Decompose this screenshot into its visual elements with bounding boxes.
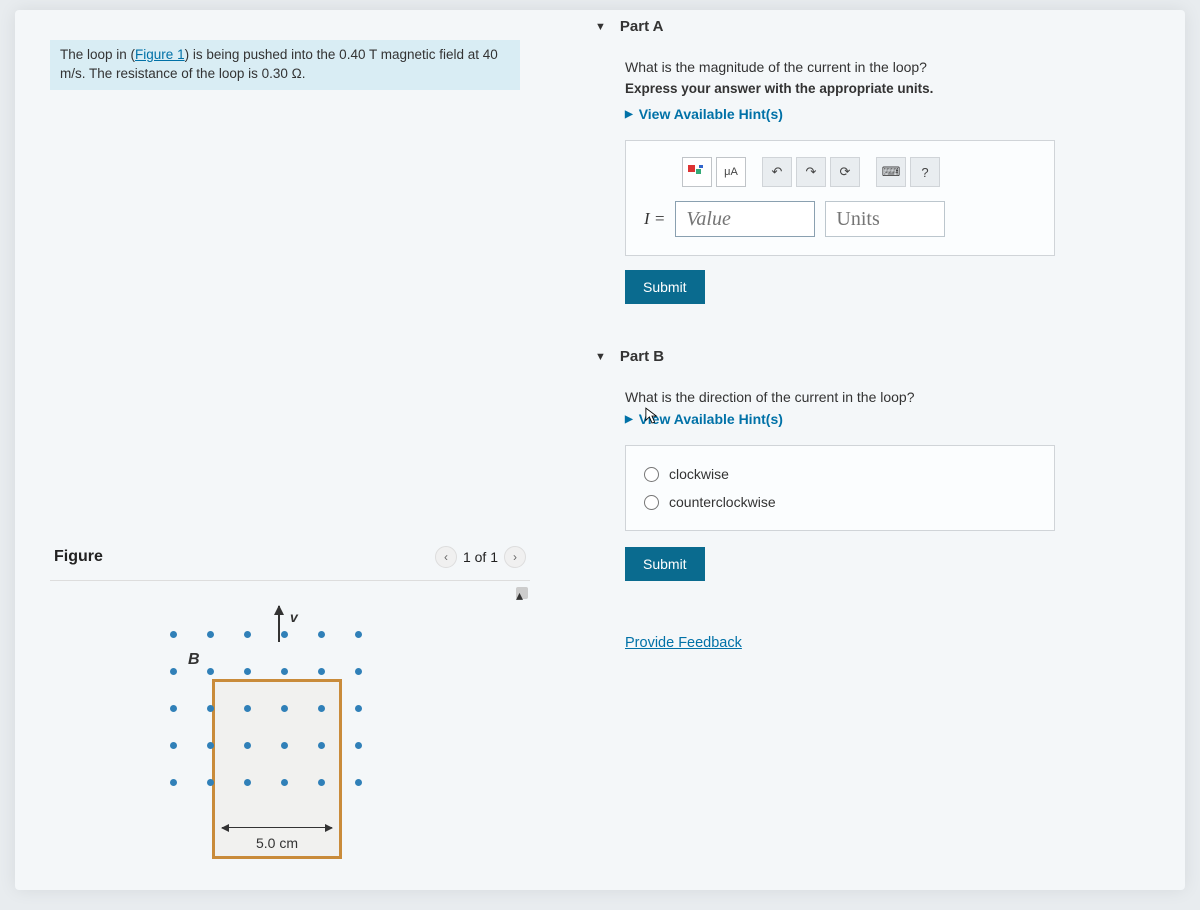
- option-counterclockwise-label: counterclockwise: [669, 494, 776, 510]
- equation-label: I =: [644, 209, 665, 229]
- figure-diagram: B v 5.0 cm: [170, 601, 450, 881]
- field-dot: [244, 631, 251, 638]
- help-button[interactable]: ?: [910, 157, 940, 187]
- subscript-button[interactable]: μA: [716, 157, 746, 187]
- radio-clockwise[interactable]: [644, 467, 659, 482]
- part-b-submit-button[interactable]: Submit: [625, 547, 705, 581]
- scroll-up-icon[interactable]: ▴: [516, 587, 528, 599]
- part-a-submit-button[interactable]: Submit: [625, 270, 705, 304]
- templates-button[interactable]: [682, 157, 712, 187]
- part-a-answer-box: μA ↶ ↷ ⟳ ⌨ ? I =: [625, 140, 1055, 256]
- field-dot: [318, 742, 325, 749]
- part-b-hints-link[interactable]: ▶ View Available Hint(s): [625, 411, 1135, 427]
- field-dot: [355, 705, 362, 712]
- field-dot: [244, 779, 251, 786]
- reset-button[interactable]: ⟳: [830, 157, 860, 187]
- units-input[interactable]: [825, 201, 945, 237]
- prompt-prefix: The loop in (: [60, 47, 135, 62]
- part-a-title: Part A: [620, 18, 664, 35]
- part-a-hints-link[interactable]: ▶ View Available Hint(s): [625, 106, 1135, 122]
- field-dot: [207, 668, 214, 675]
- part-b-question: What is the direction of the current in …: [625, 389, 1135, 405]
- chevron-right-icon: ▶: [625, 414, 633, 425]
- figure-panel: Figure ‹ 1 of 1 › ▴ B v 5.0 cm: [50, 540, 530, 880]
- option-clockwise-label: clockwise: [669, 466, 729, 482]
- field-dot: [170, 668, 177, 675]
- field-dot: [207, 742, 214, 749]
- keyboard-button[interactable]: ⌨: [876, 157, 906, 187]
- part-a-instruction: Express your answer with the appropriate…: [625, 81, 1135, 96]
- field-dot: [318, 631, 325, 638]
- field-dot: [281, 742, 288, 749]
- part-b-hints-label: View Available Hint(s): [639, 411, 783, 427]
- field-dot: [355, 631, 362, 638]
- figure-next-button[interactable]: ›: [504, 546, 526, 568]
- provide-feedback-link[interactable]: Provide Feedback: [625, 635, 742, 651]
- field-dot: [170, 705, 177, 712]
- field-dot: [281, 779, 288, 786]
- dimension-label: 5.0 cm: [256, 835, 298, 851]
- dimension-line: [222, 827, 332, 828]
- velocity-arrow-icon: [278, 606, 280, 642]
- option-counterclockwise[interactable]: counterclockwise: [644, 488, 1036, 516]
- option-clockwise[interactable]: clockwise: [644, 460, 1036, 488]
- field-dot: [244, 668, 251, 675]
- field-dot: [355, 742, 362, 749]
- field-dot: [170, 779, 177, 786]
- chevron-right-icon: ▶: [625, 109, 633, 120]
- field-dot: [281, 705, 288, 712]
- part-a-collapse-icon[interactable]: ▼: [595, 21, 606, 33]
- field-dot: [170, 631, 177, 638]
- field-dot: [207, 705, 214, 712]
- part-b-options: clockwise counterclockwise: [625, 445, 1055, 531]
- part-a-question: What is the magnitude of the current in …: [625, 59, 1135, 75]
- field-dot: [318, 779, 325, 786]
- figure-link[interactable]: Figure 1: [135, 47, 185, 62]
- problem-prompt: The loop in (Figure 1) is being pushed i…: [50, 40, 520, 90]
- undo-button[interactable]: ↶: [762, 157, 792, 187]
- part-a-hints-label: View Available Hint(s): [639, 106, 783, 122]
- figure-nav-label: 1 of 1: [463, 549, 498, 565]
- field-dot: [318, 668, 325, 675]
- radio-counterclockwise[interactable]: [644, 495, 659, 510]
- part-b-collapse-icon[interactable]: ▼: [595, 351, 606, 363]
- redo-button[interactable]: ↷: [796, 157, 826, 187]
- field-dot: [207, 631, 214, 638]
- v-label: v: [290, 609, 298, 625]
- value-input[interactable]: [675, 201, 815, 237]
- field-dot: [318, 705, 325, 712]
- field-dot: [281, 668, 288, 675]
- field-dot: [170, 742, 177, 749]
- field-dot: [355, 779, 362, 786]
- figure-prev-button[interactable]: ‹: [435, 546, 457, 568]
- field-dot: [244, 705, 251, 712]
- b-label: B: [188, 651, 200, 669]
- field-dot: [244, 742, 251, 749]
- field-dot: [281, 631, 288, 638]
- field-dot: [355, 668, 362, 675]
- part-b-title: Part B: [620, 348, 664, 365]
- figure-title: Figure: [54, 548, 103, 566]
- field-dot: [207, 779, 214, 786]
